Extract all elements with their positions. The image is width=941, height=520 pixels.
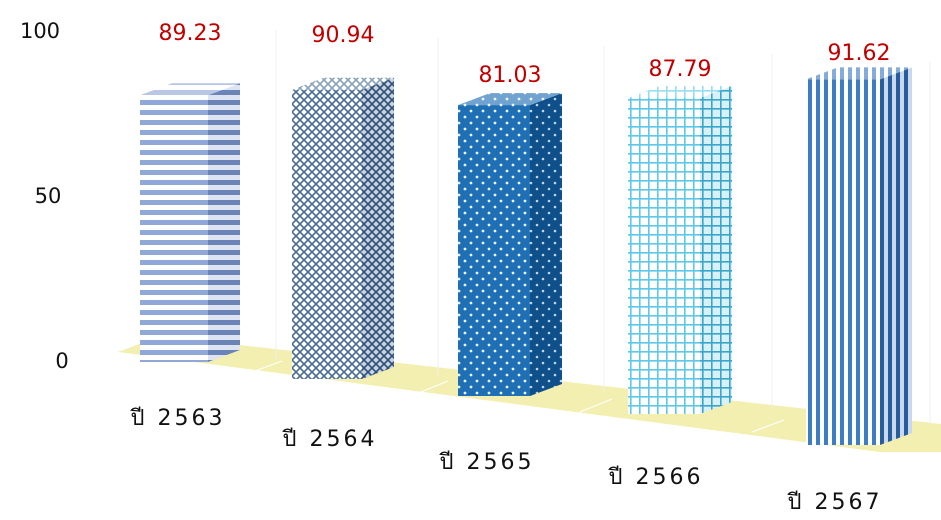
- y-tick-label: 100: [20, 19, 60, 43]
- category-labels: ปี 2563 ปี 2564 ปี 2565 ปี 2566 ปี 2567: [129, 406, 882, 515]
- bar: [292, 77, 394, 380]
- y-tick-label: 0: [55, 349, 68, 373]
- category-label: ปี 2567: [786, 490, 882, 515]
- bar-side-face: [880, 67, 912, 445]
- floor-divider: [751, 419, 785, 433]
- value-label: 91.62: [828, 41, 891, 66]
- bar-top-face: [628, 85, 732, 98]
- vertical-gridlines: [275, 30, 931, 424]
- bar-side-face: [362, 77, 394, 380]
- y-axis-ticks: 100 50 0: [20, 19, 69, 373]
- bar-front-face: [806, 79, 880, 445]
- category-label: ปี 2564: [281, 427, 377, 452]
- bar-side-face: [530, 93, 562, 397]
- floor-divider: [579, 398, 613, 413]
- bar-side-face: [208, 83, 240, 362]
- bars: [140, 67, 912, 445]
- bar: [140, 83, 240, 362]
- value-label: 87.79: [649, 57, 712, 82]
- bar-top-highlight: [140, 83, 240, 96]
- value-label: 89.23: [159, 21, 222, 46]
- category-label: ปี 2566: [607, 465, 703, 490]
- bar-top-face: [806, 67, 912, 80]
- bar-top-highlight: [458, 93, 562, 106]
- bar-top-highlight: [292, 77, 394, 90]
- bar-top-highlight: [806, 67, 912, 80]
- bar: [628, 85, 732, 415]
- bar-top-face: [292, 77, 394, 90]
- value-label: 81.03: [479, 63, 542, 88]
- y-tick-label: 50: [35, 184, 62, 208]
- category-label: ปี 2565: [438, 450, 534, 475]
- bar-top-face: [140, 83, 240, 96]
- bar: [806, 67, 912, 445]
- bar-front-face: [458, 105, 530, 397]
- value-labels: 89.23 90.94 81.03 87.79 91.62: [159, 21, 891, 88]
- bar-side-face: [700, 85, 732, 415]
- bar-front-face: [628, 97, 700, 415]
- bar-top-face: [458, 93, 562, 106]
- category-label: ปี 2563: [129, 406, 225, 431]
- bar: [458, 93, 562, 397]
- bar-top-highlight: [628, 85, 732, 98]
- floor-divider: [249, 360, 283, 374]
- bar-front-face: [292, 89, 362, 380]
- bar-front-face: [140, 95, 208, 362]
- floor-divider: [415, 380, 449, 395]
- value-label: 90.94: [312, 23, 375, 48]
